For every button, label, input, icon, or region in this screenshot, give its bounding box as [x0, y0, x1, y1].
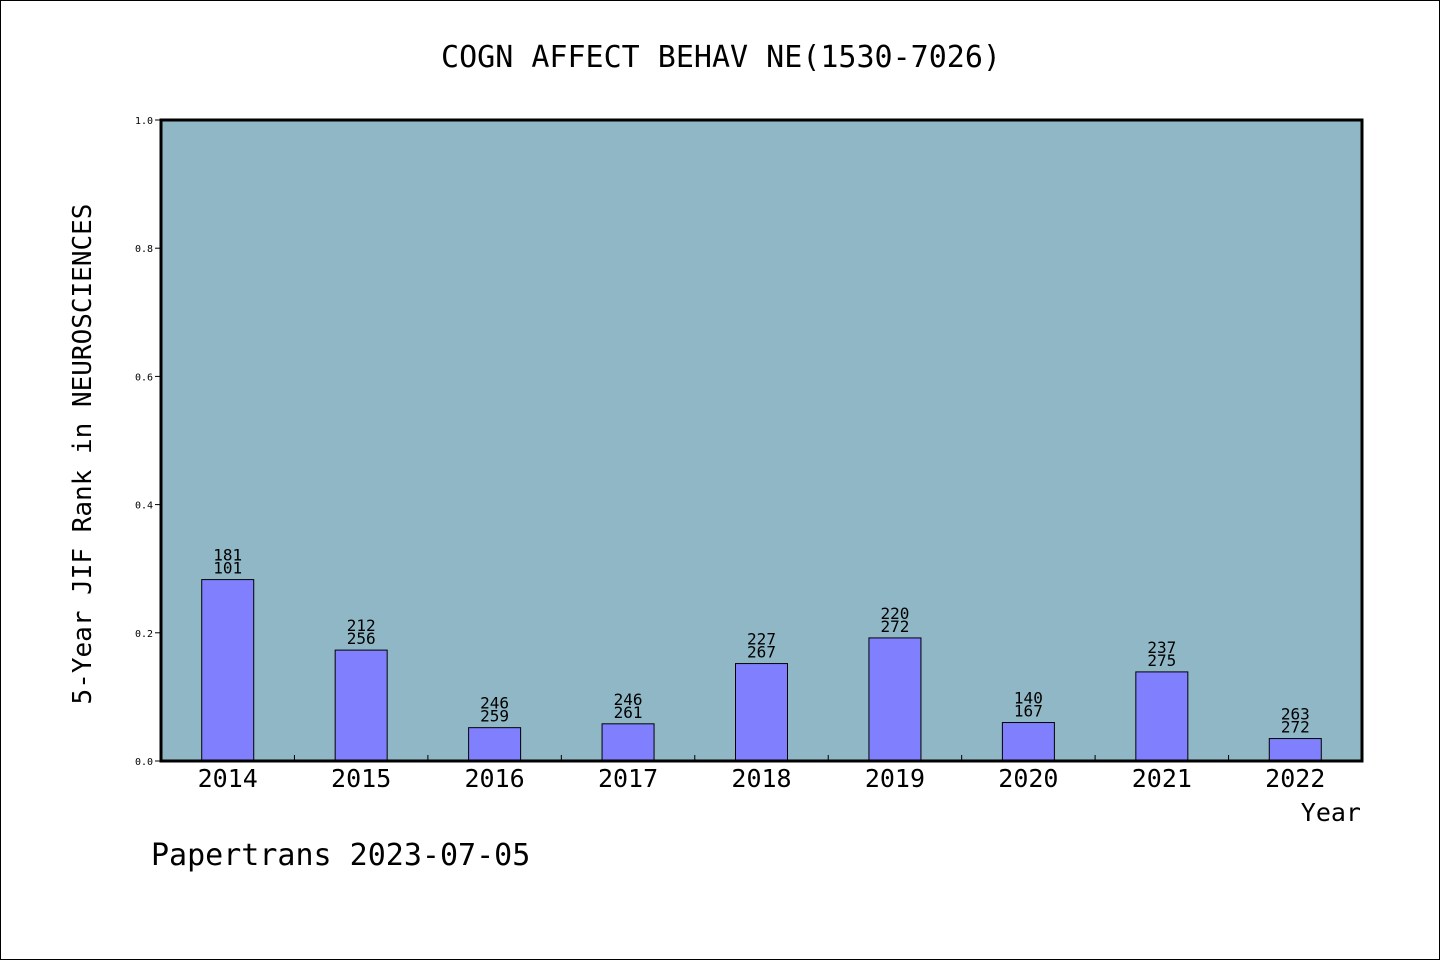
data-label-total: 256 — [347, 629, 376, 648]
data-label-rank: 220 — [880, 604, 909, 623]
x-tick-label: 2020 — [998, 764, 1058, 793]
data-label-total: 101 — [213, 559, 242, 578]
data-label-total: 259 — [480, 707, 509, 726]
x-tick-label: 2014 — [198, 764, 258, 793]
data-label-total: 275 — [1147, 651, 1176, 670]
data-label-rank: 227 — [747, 630, 776, 649]
data-label-rank: 140 — [1014, 689, 1043, 708]
x-tick-label: 2017 — [598, 764, 658, 793]
data-label-rank: 246 — [480, 694, 509, 713]
data-label-rank: 212 — [347, 616, 376, 635]
x-tick-label: 2016 — [465, 764, 525, 793]
data-label-total: 261 — [614, 703, 643, 722]
x-tick-label: 2018 — [731, 764, 791, 793]
y-tick-label: 0.6 — [135, 372, 153, 383]
data-label-total: 167 — [1014, 702, 1043, 721]
data-label-rank: 237 — [1147, 638, 1176, 657]
y-axis-label: 5-Year JIF Rank in NEUROSCIENCES — [68, 204, 98, 705]
y-tick-label: 0.2 — [135, 629, 153, 640]
data-label-total: 272 — [1281, 718, 1310, 737]
x-axis-label: Year — [1301, 798, 1361, 827]
x-tick-label: 2022 — [1265, 764, 1325, 793]
x-tick-label: 2019 — [865, 764, 925, 793]
y-tick-label: 1.0 — [135, 116, 153, 127]
data-label-rank: 263 — [1281, 705, 1310, 724]
footer-watermark: Papertrans 2023-07-05 — [151, 838, 530, 873]
data-label-rank: 181 — [213, 546, 242, 565]
chart-title: COGN AFFECT BEHAV NE(1530-7026) — [441, 40, 1001, 75]
bar — [868, 637, 922, 762]
y-tick-label: 0.4 — [135, 501, 153, 512]
bar — [1135, 671, 1189, 762]
bar — [1001, 722, 1055, 762]
data-label-total: 267 — [747, 643, 776, 662]
data-label-rank: 246 — [614, 690, 643, 709]
bar — [334, 649, 388, 762]
x-tick-label: 2021 — [1132, 764, 1192, 793]
bars — [201, 579, 1322, 762]
plot-border — [159, 118, 1364, 763]
bar — [468, 727, 522, 762]
bar — [601, 723, 655, 762]
y-tick-label: 0.8 — [135, 244, 153, 255]
y-tick-label: 0.0 — [135, 757, 153, 768]
x-axis: 2014 2015 2016 2017 2018 2019 2020 2021 2022 — [198, 755, 1325, 793]
bar — [735, 663, 788, 762]
x-tick-label: 2015 — [331, 764, 391, 793]
y-axis: 0.0 0.2 0.4 0.6 0.8 1.0 — [135, 116, 161, 768]
bar — [1268, 738, 1322, 762]
data-label-total: 272 — [880, 617, 909, 636]
bar — [201, 579, 255, 762]
data-labels: 1811012122562462592462612272672202721401… — [213, 546, 1309, 737]
